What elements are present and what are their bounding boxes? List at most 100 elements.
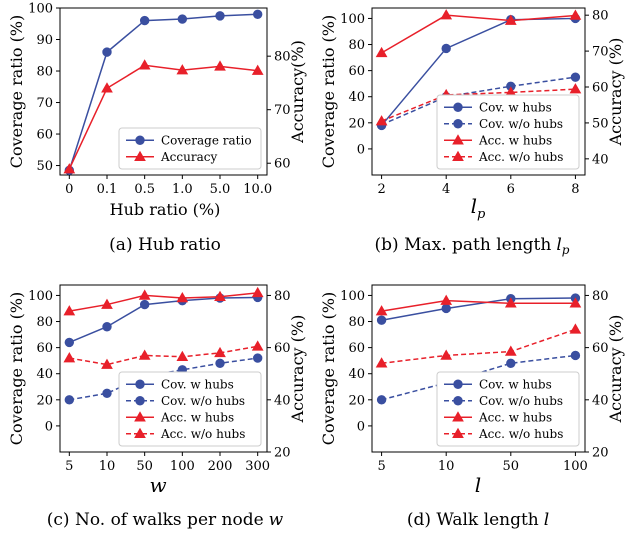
chart-panel-2: 0 20 40 60 80 100 40 50 60 70 80 2 4 6 8 Coverage ratio… — [319, 7, 625, 257]
plot-frame — [59, 284, 268, 453]
data-point — [569, 9, 582, 20]
y2-tick-label: 50 — [592, 116, 609, 131]
legend-entry: Cov. w hubs — [161, 377, 234, 391]
y2-tick-label: 80 — [274, 289, 291, 304]
x-tick-label: 1.0 — [172, 182, 193, 197]
x-tick-label: 10 — [438, 459, 455, 474]
y2-tick-label: 70 — [274, 103, 291, 118]
series-line — [381, 88, 576, 122]
y2-tick-label: 80 — [592, 289, 609, 304]
y-tick-label: 0 — [357, 419, 365, 434]
legend-box — [118, 371, 262, 447]
y-axis-label: Coverage ratio (%) — [319, 15, 338, 169]
legend-entry: Cov. w/o hubs — [479, 394, 563, 408]
data-point — [176, 350, 189, 362]
y2-tick-label: 80 — [592, 9, 609, 24]
legend-marker — [452, 150, 464, 161]
legend-marker — [135, 379, 145, 389]
series-line — [69, 345, 258, 366]
legend-entry: Acc. w hubs — [478, 410, 552, 424]
data-point — [101, 358, 113, 369]
caption-var: l — [556, 235, 561, 255]
y-tick-label: 60 — [348, 341, 365, 356]
y2-tick-label: 60 — [592, 81, 609, 96]
data-point — [376, 395, 387, 405]
x-tick-label: 0.5 — [134, 182, 155, 197]
y2-tick-label: 40 — [274, 393, 291, 408]
data-point — [569, 83, 582, 94]
y-tick-label: 100 — [28, 2, 53, 17]
series-4 — [63, 340, 264, 369]
legend-box — [436, 94, 580, 170]
legend-entry: Cov. w/o hubs — [479, 117, 563, 131]
y2-axis-label: Accuracy (%) — [288, 315, 307, 424]
y2-axis-label: Accuracy (%) — [606, 38, 625, 147]
legend-marker — [453, 396, 463, 406]
legend: Coverage ratio Accuracy — [118, 127, 262, 170]
data-point — [214, 346, 226, 358]
series-3 — [375, 9, 582, 58]
data-point — [375, 115, 388, 126]
y-tick-label: 0 — [357, 142, 365, 157]
series-1 — [64, 292, 263, 348]
legend-marker — [452, 411, 464, 422]
legend-entry: Acc. w/o hubs — [160, 427, 245, 441]
data-point — [138, 289, 151, 300]
legend-marker — [135, 135, 145, 145]
legend-marker — [134, 150, 146, 161]
legend-marker — [135, 396, 145, 406]
data-point — [102, 322, 112, 332]
data-point — [177, 14, 188, 24]
series-2 — [63, 59, 264, 174]
data-point — [139, 299, 150, 310]
x-axis-var: l — [471, 194, 477, 218]
y-tick-label: 60 — [36, 341, 53, 356]
y-tick-label: 90 — [36, 33, 53, 48]
series-line — [381, 297, 576, 321]
x-tick-label: 50 — [503, 459, 520, 474]
x-axis-sub: p — [477, 207, 486, 222]
caption-text: (d) Walk length — [407, 510, 539, 530]
panel-caption: (a) Hub ratio — [109, 235, 221, 255]
y-axis-label: Coverage ratio (%) — [319, 292, 338, 446]
data-point — [138, 59, 151, 70]
panel-caption: (d) Walk length l — [407, 510, 549, 530]
data-point — [252, 9, 263, 20]
caption-var: l — [544, 510, 549, 530]
x-axis-var: l — [475, 473, 481, 497]
x-axis-label: w — [149, 473, 166, 497]
data-point — [176, 64, 189, 75]
data-point — [375, 357, 388, 368]
x-tick-label: 5.0 — [210, 182, 231, 197]
legend-box — [436, 371, 580, 447]
plot-frame — [371, 284, 586, 453]
data-point — [215, 11, 225, 21]
series-line — [381, 328, 576, 365]
x-tick-label: 100 — [563, 459, 588, 474]
legend-entry: Cov. w hubs — [479, 377, 552, 391]
series-line — [381, 299, 576, 312]
y2-tick-label: 60 — [592, 341, 609, 356]
data-point — [569, 323, 582, 334]
panel-caption: (c) No. of walks per node w — [47, 510, 284, 530]
series-1 — [376, 293, 581, 325]
data-point — [214, 60, 226, 71]
legend-entry: Cov. w/o hubs — [161, 394, 245, 408]
data-point — [215, 358, 225, 368]
x-tick-label: 50 — [136, 459, 153, 474]
series-line — [69, 296, 258, 344]
caption-text: (a) Hub ratio — [109, 235, 221, 255]
y-tick-label: 80 — [348, 38, 365, 53]
legend: Cov. w hubs Cov. w/o hubs Acc. w hubs Acc. … — [118, 371, 262, 447]
x-tick-label: 0 — [65, 182, 73, 197]
y2-axis-label: Accuracy (%) — [606, 315, 625, 424]
data-point — [102, 47, 112, 57]
y-axis-label: Coverage ratio (%) — [7, 292, 26, 446]
x-tick-label: 10.0 — [243, 182, 272, 197]
data-point — [214, 290, 226, 301]
data-point — [101, 82, 113, 93]
y2-tick-label: 70 — [592, 45, 609, 60]
y-tick-label: 40 — [348, 90, 365, 105]
